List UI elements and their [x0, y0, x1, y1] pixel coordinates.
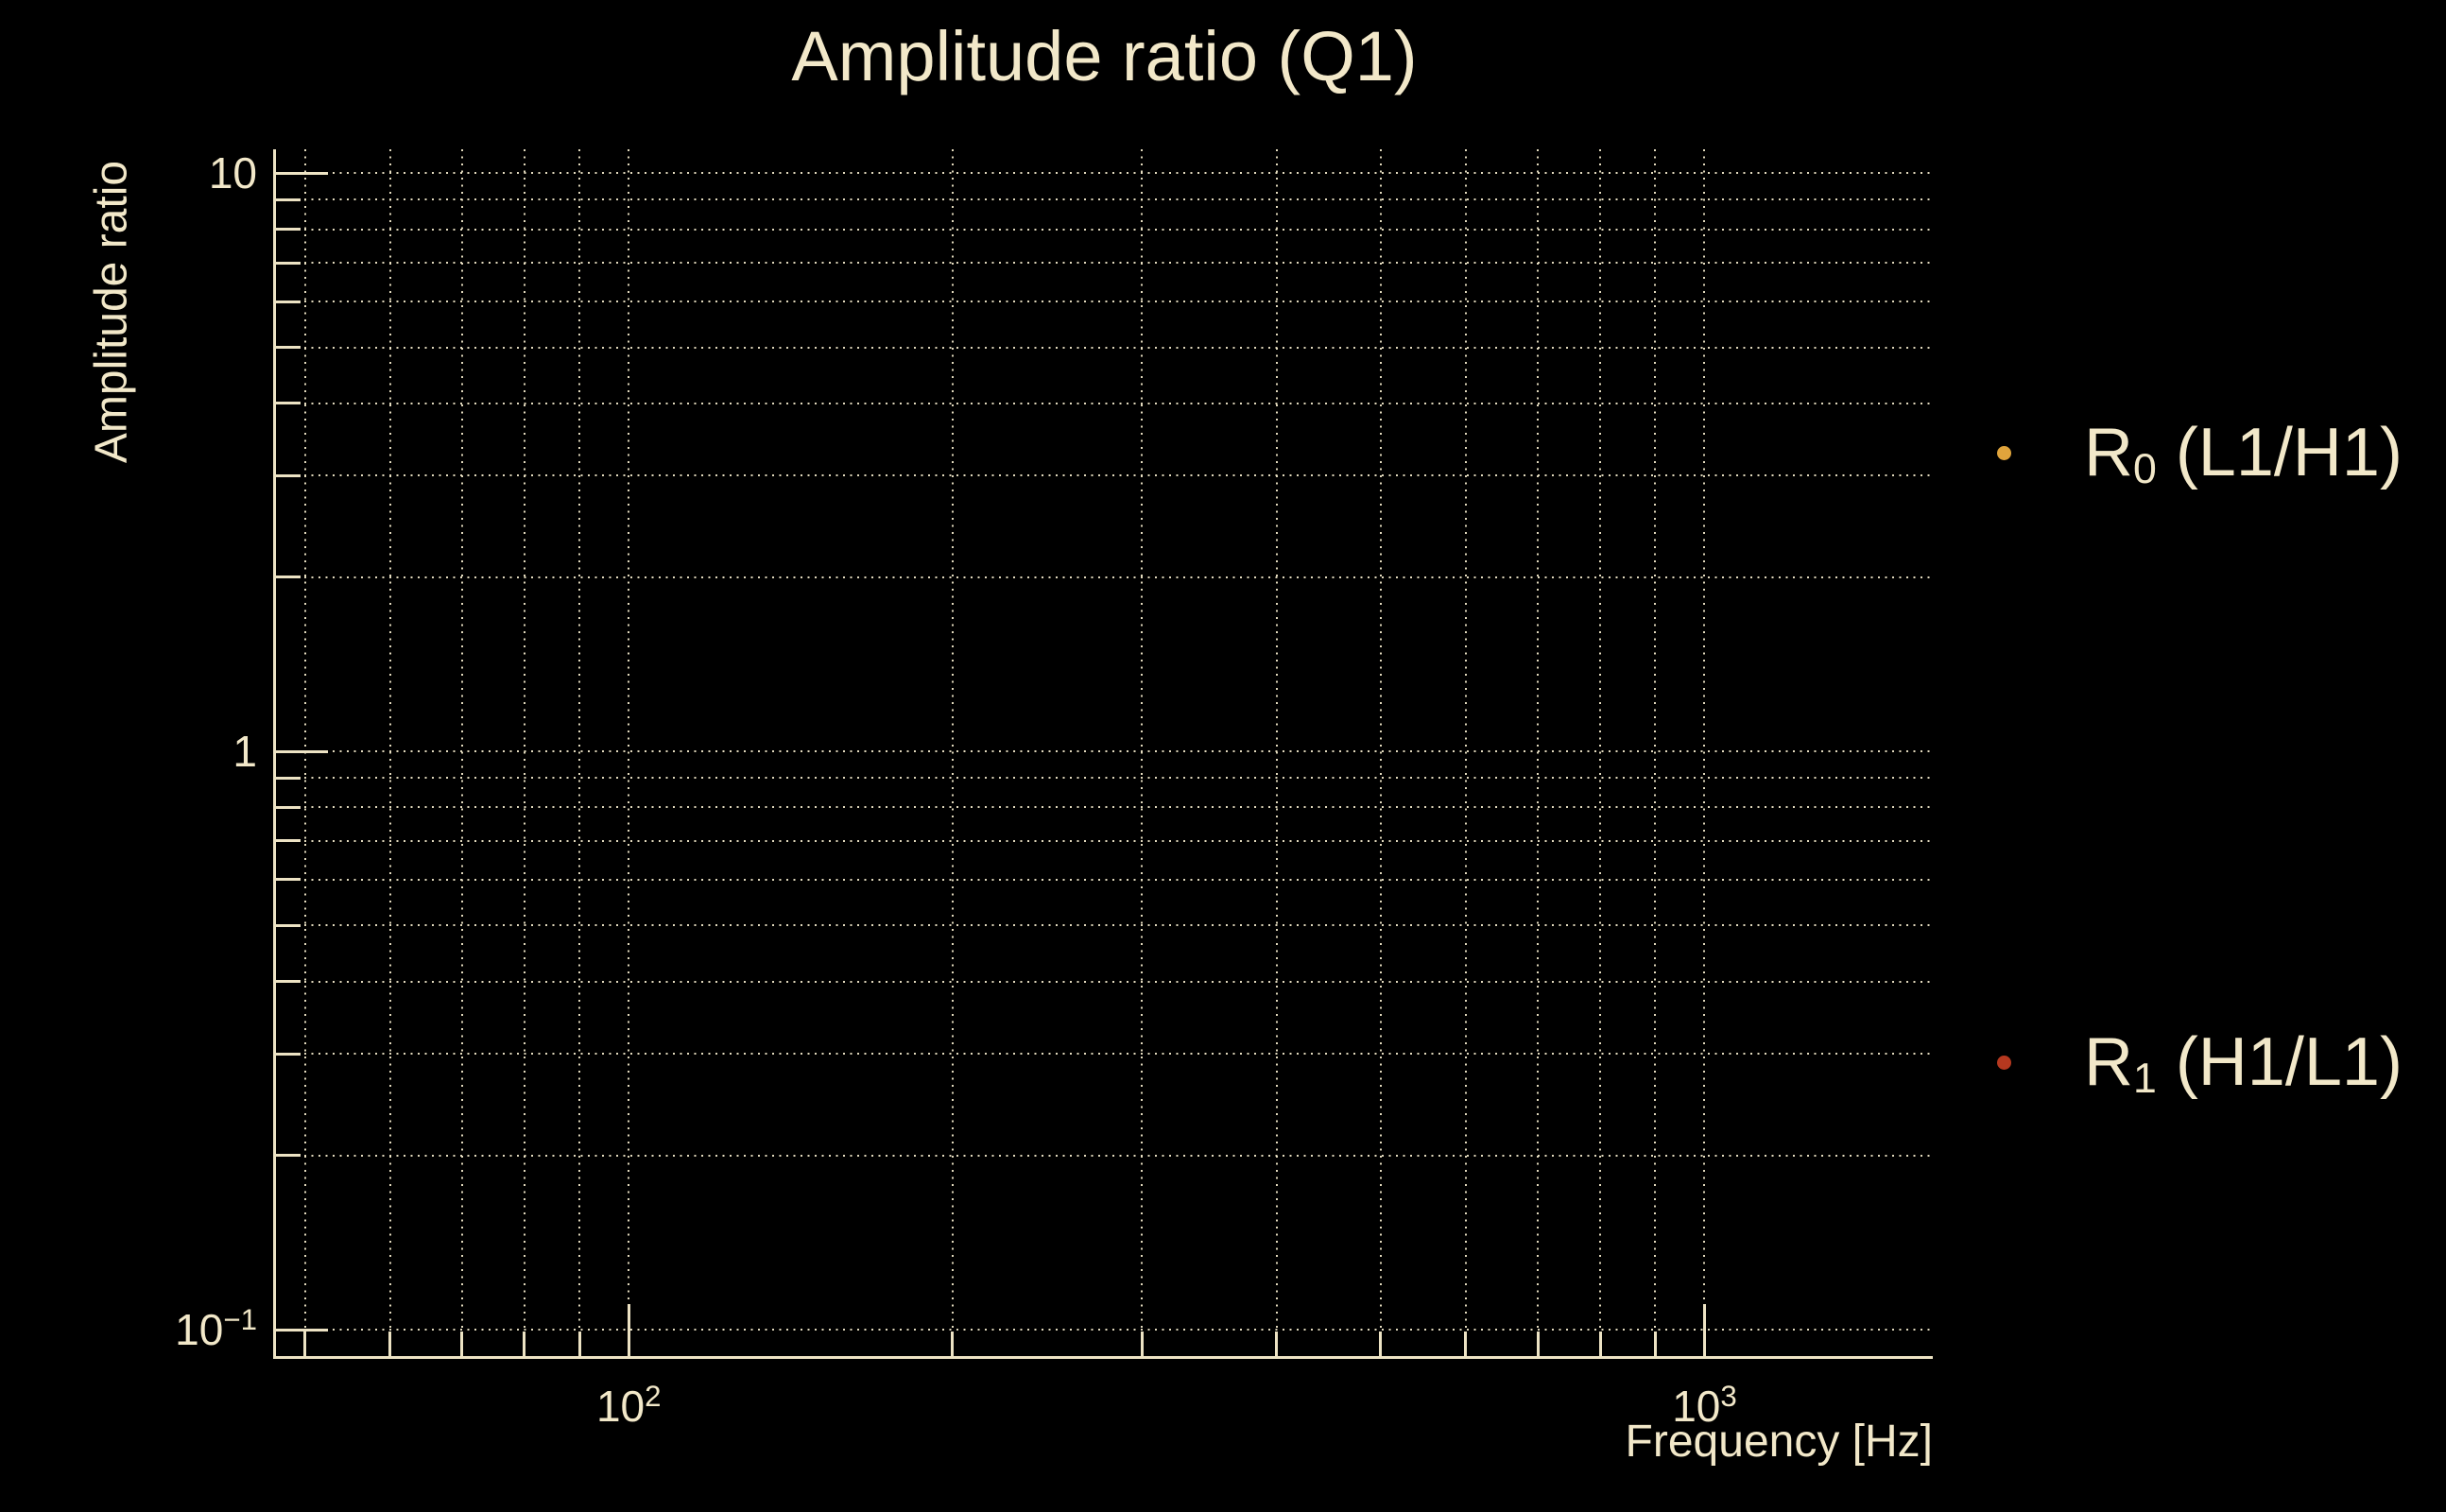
legend-label-rest: (L1/H1): [2156, 415, 2403, 490]
y-tick-text: 10: [175, 1305, 224, 1354]
gridline-y-9: [276, 198, 1933, 201]
gridline-y-0.7: [276, 839, 1933, 842]
x-axis-label: Frequency [Hz]: [1625, 1417, 1933, 1467]
x-tick-mark-50: [303, 1332, 307, 1356]
legend-label-r1: R1 (H1/L1): [2084, 1020, 2403, 1105]
gridline-y-2: [276, 576, 1933, 578]
gridline-x-80: [523, 149, 525, 1356]
gridline-y-0.8: [276, 806, 1933, 809]
y-tick-mark-10: [276, 171, 328, 175]
gridline-x-100: [628, 149, 630, 1356]
gridline-y-0.6: [276, 878, 1933, 881]
legend-label-prefix: R: [2084, 415, 2133, 490]
x-tick-mark-700: [1536, 1332, 1540, 1356]
y-tick-mark-0.2: [276, 1154, 301, 1158]
y-tick-label-0p1: 10−1: [40, 1303, 257, 1356]
gridline-y-10: [276, 172, 1933, 175]
x-tick-mark-500: [1379, 1332, 1383, 1356]
gridline-x-400: [1275, 149, 1278, 1356]
y-tick-mark-0.7: [276, 839, 301, 843]
y-tick-mark-0.3: [276, 1052, 301, 1056]
x-tick-mark-300: [1140, 1332, 1144, 1356]
y-tick-text: 10: [208, 148, 257, 198]
gridline-x-900: [1654, 149, 1657, 1356]
y-tick-mark-2: [276, 576, 301, 579]
gridline-x-800: [1599, 149, 1602, 1356]
x-tick-exponent: 3: [1720, 1380, 1737, 1414]
x-tick-mark-800: [1598, 1332, 1602, 1356]
y-axis-label: Amplitude ratio: [86, 160, 137, 464]
y-tick-mark-0.6: [276, 878, 301, 882]
gridline-x-500: [1379, 149, 1382, 1356]
x-tick-label-100: 102: [487, 1380, 770, 1433]
legend-label-r0: R0 (L1/H1): [2084, 410, 2403, 495]
x-tick-mark-80: [523, 1332, 526, 1356]
gridline-y-1: [276, 750, 1933, 753]
gridline-x-1000: [1703, 149, 1706, 1356]
legend-label-subscript: 1: [2133, 1056, 2157, 1103]
gridline-y-0.1: [276, 1329, 1933, 1331]
y-tick-mark-9: [276, 198, 301, 201]
gridline-x-200: [951, 149, 954, 1356]
legend-entry-r1: R1 (H1/L1): [1997, 1020, 2403, 1105]
y-tick-mark-4: [276, 402, 301, 405]
x-tick-text: 10: [595, 1382, 646, 1431]
gridline-y-0.4: [276, 980, 1933, 983]
y-tick-mark-7: [276, 261, 301, 265]
gridline-y-0.2: [276, 1154, 1933, 1157]
x-tick-mark-600: [1464, 1332, 1468, 1356]
x-tick-mark-400: [1275, 1332, 1279, 1356]
y-tick-mark-0.9: [276, 776, 301, 780]
legend-marker-dot-r0: [1997, 445, 2011, 460]
legend-marker-dot-r1: [1997, 1055, 2011, 1070]
gridline-y-6: [276, 301, 1933, 303]
y-tick-mark-0.5: [276, 923, 301, 927]
x-tick-mark-60: [388, 1332, 392, 1356]
y-tick-mark-0.4: [276, 980, 301, 984]
y-tick-mark-0.8: [276, 805, 301, 809]
gridline-x-600: [1464, 149, 1467, 1356]
y-tick-label-10: 10: [40, 146, 257, 199]
gridline-x-70: [460, 149, 463, 1356]
y-tick-label-1: 1: [40, 725, 257, 778]
legend-label-prefix: R: [2084, 1024, 2133, 1100]
y-tick-mark-3: [276, 473, 301, 477]
gridline-x-700: [1537, 149, 1540, 1356]
gridline-x-300: [1141, 149, 1144, 1356]
y-tick-mark-6: [276, 300, 301, 303]
y-tick-mark-1: [276, 749, 328, 753]
y-tick-text: 1: [233, 727, 257, 777]
x-tick-mark-900: [1653, 1332, 1657, 1356]
gridline-y-8: [276, 228, 1933, 231]
gridline-y-4: [276, 402, 1933, 404]
y-tick-mark-0.1: [276, 1328, 328, 1332]
legend-label-subscript: 0: [2133, 446, 2157, 493]
legend-entry-r0: R0 (L1/H1): [1997, 410, 2403, 495]
x-tick-exponent: 2: [645, 1380, 662, 1414]
gridline-y-5: [276, 346, 1933, 349]
gridline-y-0.5: [276, 924, 1933, 927]
y-tick-mark-8: [276, 228, 301, 232]
gridline-y-3: [276, 474, 1933, 477]
gridline-x-60: [388, 149, 391, 1356]
x-tick-text: 10: [1672, 1382, 1721, 1431]
gridline-y-0.3: [276, 1053, 1933, 1056]
y-tick-mark-5: [276, 346, 301, 349]
gridline-y-0.9: [276, 777, 1933, 780]
x-tick-mark-200: [951, 1332, 955, 1356]
gridline-y-7: [276, 262, 1933, 265]
gridline-x-90: [578, 149, 581, 1356]
x-tick-mark-90: [577, 1332, 581, 1356]
legend-label-rest: (H1/L1): [2156, 1024, 2403, 1100]
x-tick-label-1000: 103: [1562, 1380, 1846, 1433]
y-tick-exponent: −1: [223, 1303, 257, 1337]
x-tick-mark-70: [460, 1332, 464, 1356]
plot-area: [273, 149, 1933, 1359]
chart-title: Amplitude ratio (Q1): [791, 17, 1418, 95]
